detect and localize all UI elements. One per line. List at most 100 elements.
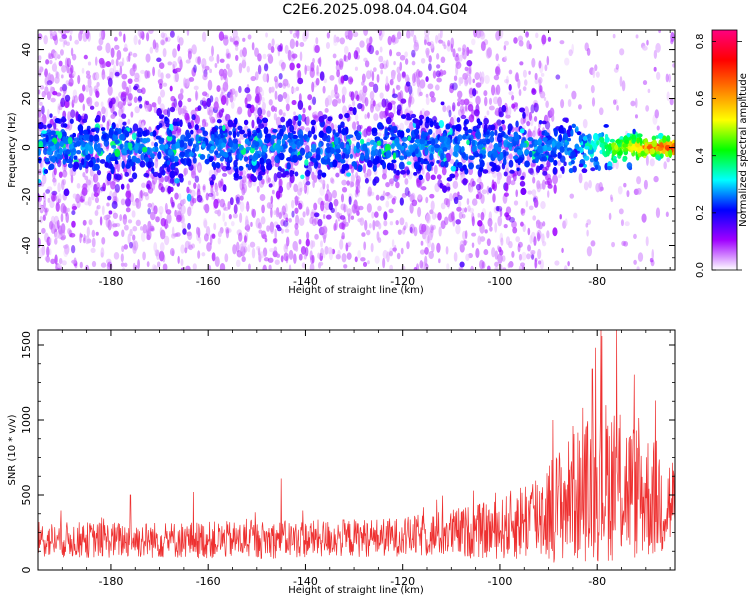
spectrogram-noise-cell xyxy=(559,214,562,220)
spectrogram-signal-cell xyxy=(152,171,159,178)
spectrogram-noise-cell xyxy=(87,61,92,66)
spectrogram-noise-cell xyxy=(445,198,451,208)
spectrogram-noise-cell xyxy=(146,229,152,241)
spectrogram-noise-cell xyxy=(391,239,395,248)
spectrogram-signal-cell xyxy=(113,130,118,135)
spectrogram-noise-cell xyxy=(530,104,535,114)
spectrogram-signal-cell xyxy=(111,145,117,149)
spectrogram-noise-cell xyxy=(160,32,165,39)
spectrogram-noise-cell xyxy=(127,233,131,245)
spectrogram-signal-cell xyxy=(247,130,252,138)
spectrogram-signal-cell xyxy=(321,172,327,178)
spectrogram-noise-cell xyxy=(497,63,501,71)
spectrogram-noise-cell xyxy=(362,261,368,267)
spectrogram-noise-cell xyxy=(459,240,465,251)
spectrogram-noise-cell xyxy=(537,127,541,137)
spectrogram-noise-cell xyxy=(419,91,423,97)
spectrogram-noise-cell xyxy=(406,32,411,39)
spectrogram-noise-cell xyxy=(207,192,214,198)
spectrogram-noise-cell xyxy=(270,86,275,93)
spectrogram-noise-cell xyxy=(608,212,612,220)
spectrogram-signal-cell xyxy=(297,114,302,122)
spectrogram-noise-cell xyxy=(591,97,596,107)
spectrogram-noise-cell xyxy=(461,207,465,214)
spectrogram-noise-cell xyxy=(227,52,231,60)
spectrogram-signal-cell xyxy=(632,128,636,135)
spectrogram-noise-cell xyxy=(156,57,162,63)
spectrogram-noise-cell xyxy=(522,223,526,233)
spectrogram-noise-cell xyxy=(72,193,77,199)
spectrogram-noise-cell xyxy=(567,99,572,108)
spectrogram-noise-cell xyxy=(118,61,124,68)
spectrogram-noise-cell xyxy=(437,212,442,221)
spectrogram-noise-cell xyxy=(187,180,192,186)
spectrogram-signal-cell xyxy=(461,151,466,159)
spectrogram-noise-cell xyxy=(369,36,373,44)
spectrogram-noise-cell xyxy=(147,207,152,215)
spectrogram-noise-cell xyxy=(174,192,179,200)
spectrogram-noise-cell xyxy=(373,113,379,121)
spectrogram-noise-cell xyxy=(91,229,96,238)
spectrogram-noise-cell xyxy=(185,265,191,270)
spectrogram-signal-cell xyxy=(597,165,602,172)
spectrogram-noise-cell xyxy=(143,192,149,197)
spectrogram-noise-cell xyxy=(342,105,348,115)
spectrogram-noise-cell xyxy=(41,174,47,185)
spectrogram-noise-cell xyxy=(62,178,67,186)
spectrogram-noise-cell xyxy=(106,120,110,131)
spectrogram-noise-cell xyxy=(285,255,289,264)
spectrogram-noise-cell xyxy=(112,212,119,219)
spectrogram-noise-cell xyxy=(315,37,319,45)
spectrogram-noise-cell xyxy=(537,76,543,84)
spectrogram-noise-cell xyxy=(286,236,290,247)
spectrogram-noise-cell xyxy=(44,86,49,96)
spectrogram-noise-cell xyxy=(542,221,546,227)
spectrogram-noise-cell xyxy=(477,212,481,218)
spectrogram-signal-cell xyxy=(403,143,408,149)
spectrogram-noise-cell xyxy=(656,125,660,131)
spectrogram-noise-cell xyxy=(396,252,401,260)
spectrogram-noise-cell xyxy=(172,48,177,58)
spectrogram-noise-cell xyxy=(178,36,184,46)
spectrogram-noise-cell xyxy=(270,195,274,204)
spectrogram-noise-cell xyxy=(120,198,126,206)
spectrogram-signal-cell xyxy=(75,150,82,155)
spectrogram-noise-cell xyxy=(241,186,246,196)
spectrogram-noise-cell xyxy=(96,45,103,51)
spectrogram-signal-cell xyxy=(219,157,224,162)
spectrogram-noise-cell xyxy=(132,234,136,241)
spectrogram-noise-cell xyxy=(205,93,210,98)
spectrogram-noise-cell xyxy=(184,112,190,121)
spectrogram-signal-cell xyxy=(450,165,457,172)
spectrogram-noise-cell xyxy=(356,210,360,216)
spectrogram-noise-cell xyxy=(379,62,385,70)
spectrogram-noise-cell xyxy=(78,93,85,103)
spectrogram-noise-cell xyxy=(261,108,266,116)
spectrogram-noise-cell xyxy=(63,244,69,249)
spectrogram-noise-cell xyxy=(66,57,72,68)
spectrogram-noise-cell xyxy=(335,63,341,72)
spectrogram-noise-cell xyxy=(195,91,199,100)
spectrogram-noise-cell xyxy=(349,180,353,188)
spectrogram-noise-cell xyxy=(320,240,323,248)
spectrogram-noise-cell xyxy=(57,263,62,269)
spectrogram-noise-cell xyxy=(271,189,275,195)
spectrogram-noise-cell xyxy=(229,94,234,103)
spectrogram-noise-cell xyxy=(341,252,347,263)
spectrogram-noise-cell xyxy=(335,253,341,260)
spectrogram-signal-cell xyxy=(406,169,410,175)
spectrogram-noise-cell xyxy=(101,68,106,80)
spectrogram-noise-cell xyxy=(257,64,262,75)
spectrogram-signal-cell xyxy=(631,139,637,144)
spectrogram-noise-cell xyxy=(649,158,655,167)
spectrogram-noise-cell xyxy=(55,70,59,78)
spectrogram-noise-cell xyxy=(184,82,188,89)
spectrogram-noise-cell xyxy=(251,208,257,218)
spectrogram-noise-cell xyxy=(512,226,518,234)
spectrogram-noise-cell xyxy=(503,192,509,197)
spectrogram-signal-cell xyxy=(268,183,273,188)
spectrogram-noise-cell xyxy=(155,216,160,223)
spectrogram-noise-cell xyxy=(404,186,410,197)
spectrogram-noise-cell xyxy=(177,202,183,210)
spectrogram-noise-cell xyxy=(475,183,482,191)
